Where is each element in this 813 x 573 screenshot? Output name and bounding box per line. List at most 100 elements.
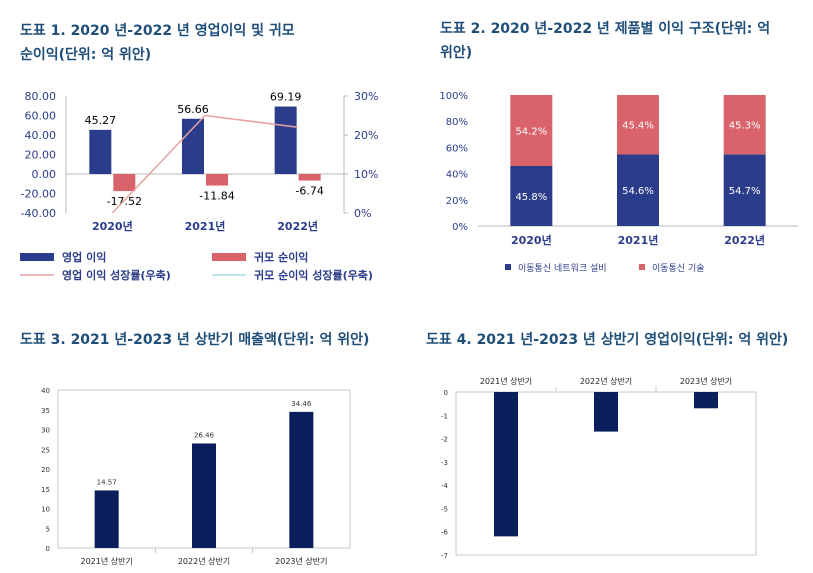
bar-net-profit xyxy=(206,174,228,186)
chart-panel-3: 도표 3. 2021 년-2023 년 상반기 매출액(단위: 억 위안) 0 5… xyxy=(0,286,406,573)
data-label: 34.46 xyxy=(291,400,312,408)
legend-swatch xyxy=(639,264,645,270)
data-label: -17.52 xyxy=(107,195,142,208)
data-label: 45.3% xyxy=(729,121,761,132)
data-label: -6.74 xyxy=(295,185,323,198)
chart-3-svg: 0 5 10 15 20 25 30 35 40 14.57 2021년 상반기 26.46 2022년… xyxy=(41,387,351,566)
line-operating-growth xyxy=(111,114,298,214)
legend-label: 영업 이익 성장률(우축) xyxy=(62,268,171,282)
bar-revenue xyxy=(192,443,216,548)
x-tick-label: 2022년 xyxy=(277,219,318,233)
chart-panel-4: 도표 4. 2021 년-2023 년 상반기 영업이익(단위: 억 위안) -… xyxy=(406,286,813,573)
bar-network-equipment xyxy=(617,154,659,226)
legend-label: 이동통신 네트워크 설비 xyxy=(518,263,607,274)
y-tick-label: -7 xyxy=(441,552,448,560)
data-label: 56.66 xyxy=(177,103,209,116)
bar-operating-profit xyxy=(694,392,718,409)
bar-operating-profit xyxy=(494,392,518,537)
y-tick-label: -1 xyxy=(441,412,448,420)
bar-operating-profit xyxy=(594,392,618,432)
y-tick-label: 0% xyxy=(452,222,468,233)
bar-revenue xyxy=(94,490,119,548)
y2-tick-label: 30% xyxy=(354,90,378,103)
x-tick-label: 2023년 상반기 xyxy=(680,376,732,386)
y-tick-label: -4 xyxy=(441,482,449,490)
chart-2-svg: 0% 20% 40% 60% 80% 100% 45.8% 54.2% 2020년 54.6% 45… xyxy=(439,91,798,274)
bar-revenue xyxy=(289,411,314,548)
bar-operating-profit xyxy=(274,106,297,174)
x-tick-label: 2022년 xyxy=(724,233,765,247)
legend-swatch xyxy=(20,253,54,261)
chart-title-1-line2: 순이익(단위: 억 위안) xyxy=(20,47,152,63)
y-tick-label: 60.00 xyxy=(25,110,57,123)
data-label: 26.46 xyxy=(194,431,215,439)
bar-mobile-tech xyxy=(617,95,659,155)
y-tick-label: -2 xyxy=(441,436,448,444)
y-tick-label: 0.00 xyxy=(32,168,57,181)
y-tick-label: 35 xyxy=(41,407,50,415)
y-tick-label: 60% xyxy=(446,143,468,154)
y-tick-label: -40.00 xyxy=(21,207,56,220)
x-tick-label: 2021년 xyxy=(618,233,659,247)
x-tick-label: 2021년 상반기 xyxy=(480,376,532,386)
chart-title-3: 도표 3. 2021 년-2023 년 상반기 매출액(단위: 억 위안) xyxy=(20,332,370,348)
chart-panel-1: 도표 1. 2020 년-2022 년 영업이익 및 귀모 순이익(단위: 억 … xyxy=(0,0,406,286)
legend-label: 귀모 순이익 성장률(우축) xyxy=(254,268,373,282)
bar-network-equipment xyxy=(510,166,553,226)
y-tick-label: -20.00 xyxy=(21,188,56,201)
bar-operating-profit xyxy=(89,129,112,174)
legend-swatch xyxy=(212,253,246,261)
data-label: 45.4% xyxy=(622,121,654,132)
y-tick-label: 40% xyxy=(446,170,468,181)
data-label: 45.8% xyxy=(515,192,547,203)
legend-label: 이동통신 기술 xyxy=(652,263,705,274)
bar-network-equipment xyxy=(723,154,766,226)
legend-label: 귀모 순이익 xyxy=(254,250,308,264)
y-tick-label: -5 xyxy=(441,505,448,513)
bar-net-profit xyxy=(298,174,321,181)
chart-title-2-line2: 위안) xyxy=(440,45,473,61)
y-tick-label: 25 xyxy=(41,446,50,454)
bar-mobile-tech xyxy=(723,95,766,155)
y-tick-label: 10 xyxy=(41,506,50,514)
y-tick-label: 80% xyxy=(446,117,468,128)
data-label: -11.84 xyxy=(199,190,234,203)
y-tick-label: 20 xyxy=(41,466,50,474)
y-tick-label: 20.00 xyxy=(25,149,57,162)
y-tick-label: 5 xyxy=(46,525,50,533)
data-label: 54.7% xyxy=(729,186,761,197)
legend-label: 영업 이익 xyxy=(62,250,106,264)
chart-title-1: 도표 1. 2020 년-2022 년 영업이익 및 귀모 xyxy=(20,23,295,39)
y-tick-label: 0 xyxy=(46,545,50,553)
data-label: 14.57 xyxy=(97,478,117,486)
x-tick-label: 2021년 상반기 xyxy=(80,556,132,566)
chart-title-2: 도표 2. 2020 년-2022 년 제품별 이익 구조(단위: 억 xyxy=(440,21,771,37)
y-tick-label: 40.00 xyxy=(25,129,57,142)
y-tick-label: -6 xyxy=(441,529,449,537)
x-tick-label: 2020년 xyxy=(511,233,552,247)
y-tick-label: -3 xyxy=(441,459,448,467)
y-tick-label: 80.00 xyxy=(25,90,57,103)
y-tick-label: 15 xyxy=(41,486,50,494)
x-tick-label: 2022년 상반기 xyxy=(580,376,632,386)
y2-tick-label: 20% xyxy=(354,129,378,142)
legend-swatch xyxy=(505,264,511,270)
x-tick-label: 2022년 상반기 xyxy=(178,556,230,566)
y-tick-label: 0 xyxy=(444,389,448,397)
chart-4-svg: -7 -6 -5 -4 -3 -2 -1 0 2021년 상반기 2022년 상반기 2023년 상… xyxy=(441,376,757,560)
bar-mobile-tech xyxy=(510,95,553,167)
bar-operating-profit xyxy=(182,118,204,174)
x-tick-label: 2023년 상반기 xyxy=(275,556,327,566)
chart-panel-2: 도표 2. 2020 년-2022 년 제품별 이익 구조(단위: 억 위안) … xyxy=(406,0,813,286)
y-tick-label: 40 xyxy=(41,387,50,395)
x-tick-label: 2020년 xyxy=(92,219,133,233)
y2-tick-label: 0% xyxy=(354,207,371,220)
bar-net-profit xyxy=(113,174,136,192)
y-tick-label: 20% xyxy=(446,196,468,207)
chart-title-4: 도표 4. 2021 년-2023 년 상반기 영업이익(단위: 억 위안) xyxy=(426,332,789,348)
y-tick-label: 30 xyxy=(41,427,50,435)
data-label: 45.27 xyxy=(85,114,117,127)
y-tick-label: 100% xyxy=(439,91,468,102)
chart-1-svg: -40.00 -20.00 0.00 20.00 40.00 60.00 80.00 0% 10… xyxy=(20,90,378,282)
y2-tick-label: 10% xyxy=(354,168,378,181)
